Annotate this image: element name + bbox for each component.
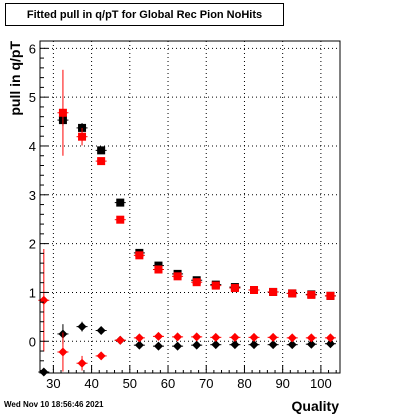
y-axis-label: pull in q/pT — [7, 41, 23, 116]
data-point-diamond — [325, 333, 335, 343]
data-point-diamond — [77, 322, 87, 332]
y-tick-label: 6 — [29, 41, 36, 56]
y-tick-label: 2 — [29, 237, 36, 252]
x-axis-label: Quality — [292, 398, 340, 414]
data-points — [38, 69, 336, 377]
y-tick-label: 3 — [29, 188, 36, 203]
data-point-square — [135, 251, 144, 260]
y-tick-label: 4 — [29, 139, 36, 154]
data-point-square — [154, 265, 163, 274]
data-point-diamond — [192, 332, 202, 342]
data-point-diamond — [230, 340, 240, 350]
data-point-square — [211, 281, 220, 290]
x-tick-label: 90 — [275, 376, 289, 391]
data-point-diamond — [249, 332, 259, 342]
data-point-diamond — [96, 351, 106, 361]
data-point-square — [173, 272, 182, 281]
data-point-diamond — [268, 332, 278, 342]
data-point-diamond — [306, 339, 316, 349]
data-point-square — [58, 108, 67, 117]
data-point-diamond — [134, 340, 144, 350]
data-point-diamond — [58, 347, 68, 357]
data-point-diamond — [153, 341, 163, 351]
y-tick-label: 0 — [29, 334, 36, 349]
data-point-diamond — [39, 367, 49, 377]
data-point-diamond — [287, 340, 297, 350]
data-point-square — [78, 132, 87, 141]
data-point-diamond — [249, 340, 259, 350]
y-tick-label: 1 — [29, 285, 36, 300]
data-point-diamond — [153, 331, 163, 341]
data-point-diamond — [306, 333, 316, 343]
data-point-diamond — [173, 341, 183, 351]
axes: 30 40 50 60 70 80 90 100 0 1 2 3 4 5 6 — [29, 41, 337, 391]
data-point-diamond — [211, 332, 221, 342]
y-tick-label: 5 — [29, 90, 36, 105]
data-point-square — [97, 146, 106, 155]
data-point-square — [326, 291, 335, 300]
data-point-diamond — [211, 340, 221, 350]
grid — [40, 41, 340, 373]
x-tick-label: 100 — [310, 376, 332, 391]
x-tick-label: 50 — [123, 376, 137, 391]
x-tick-label: 30 — [46, 376, 60, 391]
x-tick-label: 40 — [84, 376, 98, 391]
data-point-diamond — [268, 340, 278, 350]
data-point-square — [97, 157, 106, 166]
data-point-diamond — [77, 358, 87, 368]
data-point-diamond — [192, 340, 202, 350]
data-point-diamond — [115, 335, 125, 345]
data-point-diamond — [134, 333, 144, 343]
data-point-diamond — [230, 332, 240, 342]
timestamp: Wed Nov 10 18:56:46 2021 — [4, 400, 104, 409]
chart-title: Fitted pull in q/pT for Global Rec Pion … — [5, 3, 284, 26]
data-point-diamond — [96, 326, 106, 336]
plot-frame — [39, 40, 341, 374]
data-point-square — [192, 278, 201, 287]
data-point-square — [230, 284, 239, 293]
x-tick-label: 60 — [161, 376, 175, 391]
data-point-diamond — [287, 333, 297, 343]
x-tick-label: 70 — [199, 376, 213, 391]
data-point-diamond — [325, 339, 335, 349]
data-point-square — [116, 215, 125, 224]
data-point-diamond — [173, 332, 183, 342]
data-point-square — [288, 289, 297, 298]
data-point-square — [269, 287, 278, 296]
data-point-square — [307, 290, 316, 299]
x-tick-label: 80 — [237, 376, 251, 391]
data-point-diamond — [39, 295, 49, 305]
data-point-square — [250, 286, 259, 294]
data-point-square — [116, 198, 125, 207]
